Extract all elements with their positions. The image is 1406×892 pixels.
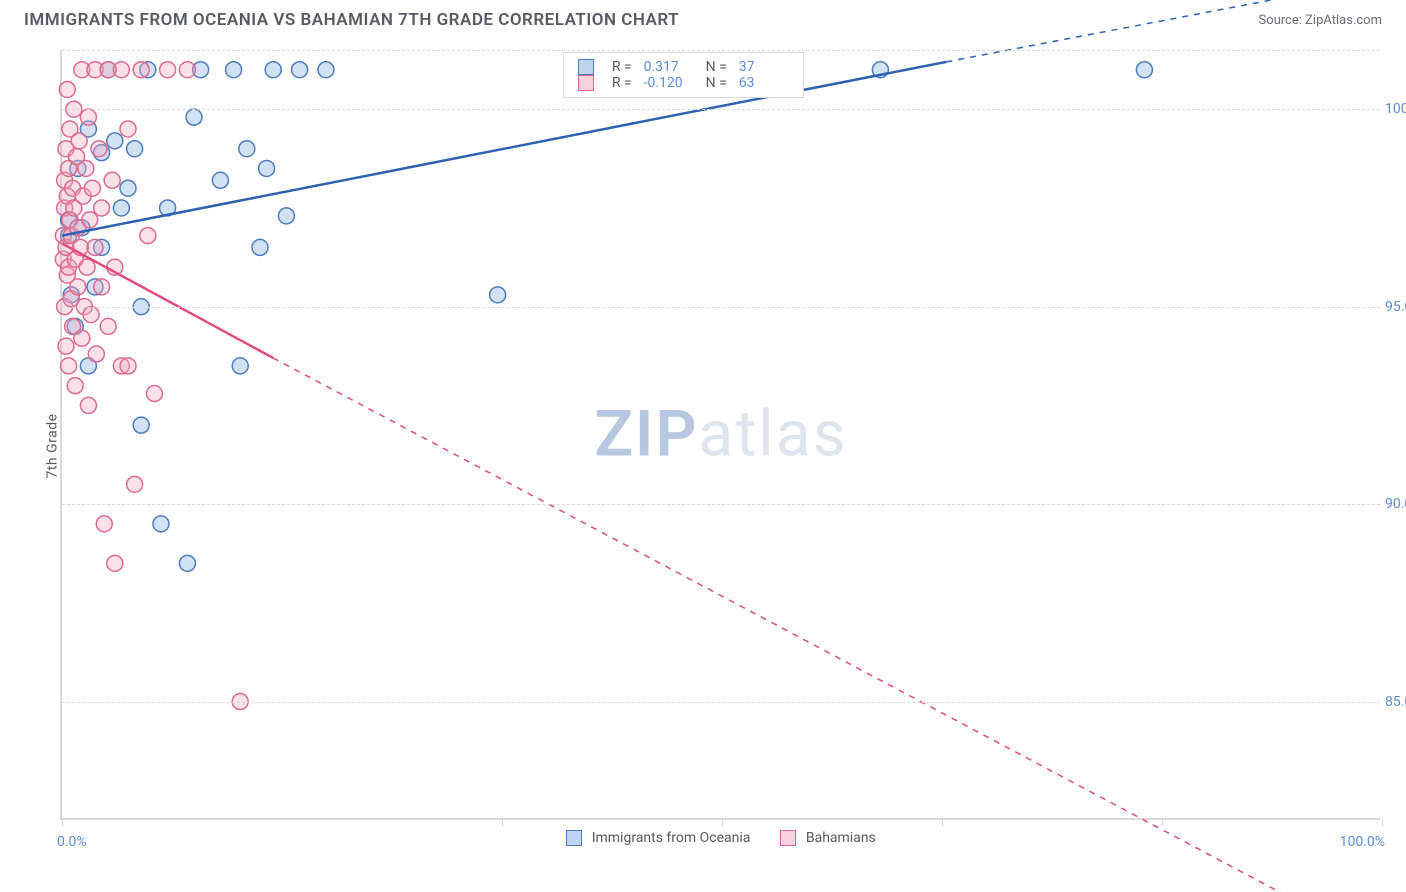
data-point — [80, 397, 96, 413]
series-legend: Immigrants from Oceania Bahamians — [62, 818, 1380, 846]
x-tick — [1162, 818, 1163, 826]
n-label: N = — [706, 59, 727, 75]
data-point — [94, 200, 110, 216]
data-point — [133, 62, 149, 78]
y-tick-label: 85.0% — [1385, 694, 1406, 710]
x-tick — [942, 818, 943, 826]
n-value: 63 — [739, 75, 789, 91]
data-point — [107, 555, 123, 571]
gridline — [62, 50, 1380, 51]
data-point — [146, 386, 162, 402]
data-point — [113, 200, 129, 216]
data-point — [82, 212, 98, 228]
data-point — [127, 476, 143, 492]
data-point — [490, 287, 506, 303]
chart-title: IMMIGRANTS FROM OCEANIA VS BAHAMIAN 7TH … — [24, 10, 679, 30]
gridline — [62, 702, 1380, 703]
data-point — [186, 109, 202, 125]
n-value: 37 — [739, 59, 789, 75]
data-point — [107, 133, 123, 149]
swatch-icon — [578, 75, 594, 91]
data-point — [179, 62, 195, 78]
y-tick-label: 95.0% — [1385, 299, 1406, 315]
gridline — [62, 109, 1380, 110]
x-max-label: 100.0% — [1340, 818, 1385, 850]
data-point — [100, 318, 116, 334]
trend-line-dashed — [273, 358, 1382, 892]
y-tick-label: 100.0% — [1385, 101, 1406, 117]
gridline — [62, 307, 1380, 308]
legend-row-1: R = -0.120 N = 63 — [578, 75, 789, 91]
data-point — [120, 180, 136, 196]
x-tick — [1382, 818, 1383, 826]
data-point — [133, 417, 149, 433]
swatch-icon — [780, 830, 796, 846]
data-point — [74, 330, 90, 346]
data-point — [278, 208, 294, 224]
data-point — [179, 555, 195, 571]
r-value: -0.120 — [644, 75, 694, 91]
data-point — [232, 358, 248, 374]
data-point — [226, 62, 242, 78]
y-tick-label: 90.0% — [1385, 496, 1406, 512]
chart-container: IMMIGRANTS FROM OCEANIA VS BAHAMIAN 7TH … — [0, 0, 1406, 892]
data-point — [259, 160, 275, 176]
data-point — [252, 239, 268, 255]
data-point — [94, 279, 110, 295]
data-point — [67, 378, 83, 394]
data-point — [59, 81, 75, 97]
data-point — [83, 307, 99, 323]
legend-label: Immigrants from Oceania — [592, 830, 751, 846]
data-point — [113, 62, 129, 78]
data-point — [79, 259, 95, 275]
r-label: R = — [612, 59, 632, 75]
data-point — [87, 239, 103, 255]
data-point — [78, 160, 94, 176]
data-point — [140, 228, 156, 244]
data-point — [80, 109, 96, 125]
legend-label: Bahamians — [806, 830, 876, 846]
data-point — [58, 338, 74, 354]
x-tick — [502, 818, 503, 826]
r-label: R = — [612, 75, 632, 91]
data-point — [104, 172, 120, 188]
x-tick — [62, 818, 63, 826]
x-tick — [722, 818, 723, 826]
data-point — [212, 172, 228, 188]
source-label: Source: ZipAtlas.com — [1258, 13, 1382, 28]
data-point — [96, 516, 112, 532]
data-point — [318, 62, 334, 78]
scatter-svg — [62, 50, 1380, 818]
data-point — [160, 62, 176, 78]
data-point — [88, 346, 104, 362]
r-value: 0.317 — [644, 59, 694, 75]
trend-line-solid — [62, 243, 273, 358]
data-point — [84, 180, 100, 196]
data-point — [239, 141, 255, 157]
legend-row-0: R = 0.317 N = 37 — [578, 59, 789, 75]
data-point — [70, 279, 86, 295]
data-point — [120, 358, 136, 374]
data-point — [91, 141, 107, 157]
plot-area: ZIPatlas R = 0.317 N = 37 R = -0.120 N =… — [60, 50, 1380, 820]
swatch-icon — [566, 830, 582, 846]
n-label: N = — [706, 75, 727, 91]
trend-line-solid — [62, 62, 946, 236]
data-point — [292, 62, 308, 78]
y-axis-label: 7th Grade — [45, 413, 61, 478]
data-point — [71, 133, 87, 149]
legend-item-0: Immigrants from Oceania — [566, 830, 750, 846]
data-point — [61, 358, 77, 374]
correlation-legend: R = 0.317 N = 37 R = -0.120 N = 63 — [563, 52, 804, 98]
data-point — [120, 121, 136, 137]
gridline — [62, 504, 1380, 505]
legend-item-1: Bahamians — [780, 830, 875, 846]
data-point — [265, 62, 281, 78]
data-point — [127, 141, 143, 157]
swatch-icon — [578, 59, 594, 75]
data-point — [153, 516, 169, 532]
data-point — [1136, 62, 1152, 78]
